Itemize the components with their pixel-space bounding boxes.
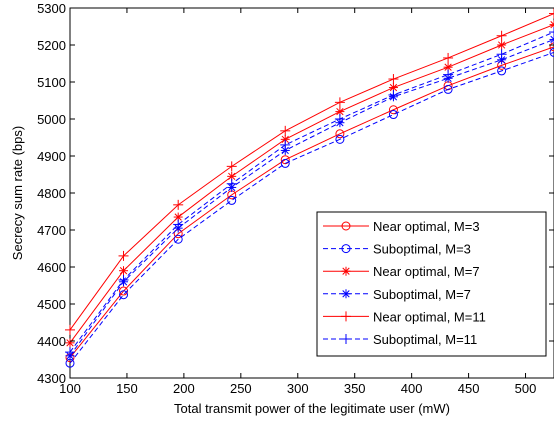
data-point-s1-5 [280, 155, 290, 165]
legend-entry-5: Near optimal, M=11 [323, 309, 486, 324]
y-tick-label: 5100 [37, 75, 66, 90]
data-point-s2-6 [335, 134, 345, 144]
y-tick-label: 4500 [37, 297, 66, 312]
data-point-s5-7 [388, 74, 399, 85]
data-point-s3-2 [119, 266, 129, 276]
data-point-s6-10 [549, 27, 554, 38]
data-point-s5-1 [65, 324, 75, 335]
legend-label: Near optimal, M=11 [373, 309, 486, 324]
data-point-s6-3 [173, 219, 184, 230]
data-point-s1-6 [335, 129, 345, 139]
legend-box [316, 211, 547, 357]
y-tick-label: 4400 [37, 334, 66, 349]
legend-entry-4: Suboptimal, M=7 [323, 287, 471, 302]
x-tick-label: 500 [515, 381, 537, 396]
y-tick-label: 4900 [37, 149, 66, 164]
data-point-s5-2 [118, 250, 129, 261]
data-point-s6-9 [496, 49, 507, 60]
x-tick-label: 200 [173, 381, 195, 396]
data-point-s4-9 [497, 55, 507, 65]
data-point-s3-10 [549, 20, 554, 30]
data-point-s5-6 [334, 97, 345, 108]
data-point-s5-3 [173, 199, 184, 210]
data-point-s3-3 [173, 212, 183, 222]
legend-marker [341, 311, 351, 322]
legend-entry-1: Near optimal, M=3 [323, 219, 480, 234]
data-point-s2-5 [280, 158, 290, 168]
data-point-s2-10 [549, 47, 554, 57]
series-line-5 [69, 13, 554, 331]
legend-label: Near optimal, M=7 [373, 264, 480, 279]
legend-marker [341, 221, 351, 231]
data-point-s5-4 [226, 161, 237, 172]
y-tick-label: 4700 [37, 223, 66, 238]
x-tick-label: 400 [401, 381, 423, 396]
legend-label: Near optimal, M=3 [373, 219, 480, 234]
y-tick-label: 5300 [37, 1, 66, 16]
data-point-s6-2 [118, 274, 129, 285]
legend-entry-3: Near optimal, M=7 [323, 264, 480, 279]
x-tick-label: 150 [116, 381, 138, 396]
legend-label: Suboptimal, M=7 [373, 287, 471, 302]
series-line-1 [69, 46, 554, 358]
data-point-s3-9 [497, 40, 507, 50]
data-point-s2-8 [443, 84, 453, 94]
axis-layer: 100 150 200 250 300 350 400 450 500 4300 4400 4500 4… [37, 1, 554, 396]
data-point-s3-1 [65, 338, 75, 348]
data-point-s1-7 [388, 105, 398, 115]
data-point-s6-6 [334, 114, 345, 124]
data-point-s5-8 [443, 52, 454, 63]
data-point-s2-4 [227, 195, 237, 205]
data-point-s6-1 [65, 347, 75, 358]
data-point-s5-5 [280, 125, 291, 136]
legend-label: Suboptimal, M=11 [373, 332, 477, 347]
legend: Near optimal, M=3 Suboptimal, M=3 Near opt… [316, 211, 547, 357]
legend-entry-2: Suboptimal, M=3 [323, 242, 471, 257]
y-tick-label: 5000 [37, 112, 66, 127]
legend-marker [341, 334, 351, 344]
y-tick-label: 4300 [37, 371, 66, 386]
data-point-s6-8 [443, 69, 454, 80]
series-line-6 [69, 31, 554, 353]
legend-entry-6: Suboptimal, M=11 [323, 332, 477, 347]
series-line-4 [69, 38, 554, 357]
data-point-s3-5 [280, 134, 290, 144]
y-tick-label: 4800 [37, 186, 66, 201]
data-point-s6-7 [388, 89, 399, 100]
y-tick-label: 5200 [37, 38, 66, 53]
series-line-3 [69, 24, 554, 344]
data-point-s5-9 [496, 30, 507, 41]
data-point-s2-3 [173, 234, 183, 244]
x-tick-label: 300 [287, 381, 309, 396]
x-tick-label: 250 [230, 381, 252, 396]
legend-marker [341, 244, 351, 254]
legend-marker [341, 266, 351, 276]
data-point-s1-10 [549, 42, 554, 52]
series-layer [65, 8, 554, 368]
data-point-s2-9 [497, 66, 507, 76]
data-point-s6-5 [280, 139, 291, 150]
x-tick-label: 100 [59, 381, 81, 396]
data-point-s6-4 [226, 178, 237, 189]
x-tick-label: 450 [458, 381, 480, 396]
data-point-s5-10 [549, 8, 554, 19]
legend-marker [341, 289, 351, 299]
x-axis-label: Total transmit power of the legitimate u… [174, 401, 450, 416]
data-point-s4-10 [549, 34, 554, 44]
y-tick-label: 4600 [37, 260, 66, 275]
x-tick-label: 350 [344, 381, 366, 396]
data-point-s2-7 [388, 110, 398, 120]
data-point-s2-2 [119, 290, 129, 300]
y-axis-label: Secrecy sum rate (bps) [10, 126, 25, 260]
legend-label: Suboptimal, M=3 [373, 242, 471, 257]
